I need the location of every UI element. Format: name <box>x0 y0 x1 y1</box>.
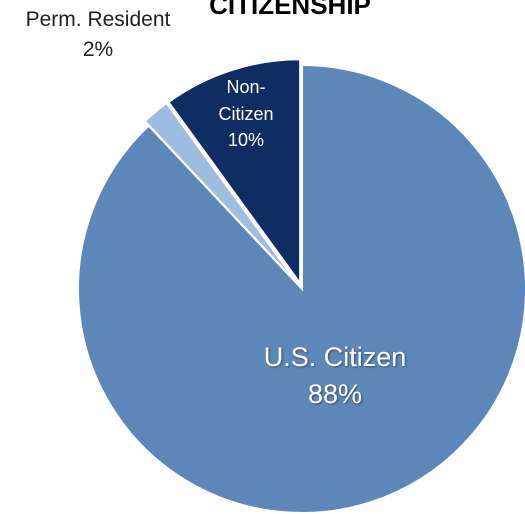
slice-label-non-citizen-line1: Non- <box>226 77 265 97</box>
pie-slices <box>77 58 525 514</box>
chart-title: CITIZENSHIP <box>209 0 371 20</box>
slice-value-perm-resident: 2% <box>83 38 113 61</box>
slice-value-us-citizen: 88% <box>308 379 362 409</box>
pie-slice-non-citizen <box>167 58 302 287</box>
slice-value-non-citizen: 10% <box>228 130 264 150</box>
slice-label-us-citizen: U.S. Citizen <box>264 342 407 372</box>
pie-slice-perm-resident <box>143 101 299 286</box>
pie-slice-u-s-citizen <box>77 63 525 514</box>
slice-label-perm-resident: Perm. Resident <box>26 8 171 31</box>
slice-label-non-citizen-line2: Citizen <box>218 104 273 124</box>
slice-labels: U.S. Citizen 88% Non- Citizen 10% Perm. Resid… <box>26 8 407 409</box>
